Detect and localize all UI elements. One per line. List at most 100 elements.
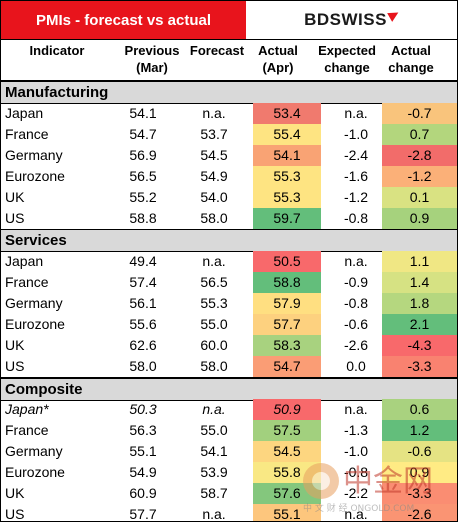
cell-change: 0.1 [382, 187, 457, 208]
col-expected-sub: change [324, 60, 370, 75]
cell-indicator: US [5, 506, 25, 522]
section-title: Manufacturing [5, 84, 109, 101]
cell-expected: -1.6 [343, 168, 369, 184]
header-banner: PMIs - forecast vs actual BDSWISS [1, 1, 457, 39]
cell-previous: 58.8 [129, 210, 157, 226]
cell-change: 1.8 [382, 293, 457, 314]
cell-forecast: n.a. [202, 253, 226, 269]
cell-expected: -1.0 [343, 443, 369, 459]
cell-forecast: 54.9 [200, 168, 228, 184]
col-actual: Actual (Apr) [249, 42, 307, 76]
table-row: US 57.7 n.a. 55.1 n.a. -2.6 [1, 504, 457, 522]
table-row: Japan 49.4 n.a. 50.5 n.a. 1.1 [1, 251, 457, 272]
col-previous-label: Previous [124, 43, 180, 58]
brand-logo: BDSWISS [246, 1, 457, 39]
cell-indicator: Germany [5, 295, 63, 311]
cell-indicator: France [5, 274, 49, 290]
cell-forecast: n.a. [202, 401, 226, 417]
cell-indicator: France [5, 126, 49, 142]
cell-change: 0.7 [382, 124, 457, 145]
table-row: Germany 56.9 54.5 54.1 -2.4 -2.8 [1, 145, 457, 166]
col-actual-sub: (Apr) [262, 60, 294, 75]
table-row: Eurozone 56.5 54.9 55.3 -1.6 -1.2 [1, 166, 457, 187]
cell-actual: 55.3 [253, 166, 321, 187]
cell-actual: 55.1 [253, 504, 321, 521]
cell-actual: 59.7 [253, 208, 321, 229]
cell-indicator: UK [5, 189, 25, 205]
cell-expected: 0.0 [346, 358, 366, 374]
table-row: Eurozone 54.9 53.9 55.8 -0.8 0.9 [1, 462, 457, 483]
table-row: Japan 54.1 n.a. 53.4 n.a. -0.7 [1, 103, 457, 124]
col-forecast: Forecast [184, 42, 250, 59]
cell-expected: -1.2 [343, 189, 369, 205]
cell-actual: 57.5 [253, 420, 321, 441]
cell-expected: n.a. [344, 253, 368, 269]
col-expected: Expected change [311, 42, 383, 76]
cell-indicator: US [5, 210, 25, 226]
table-row: Germany 55.1 54.1 54.5 -1.0 -0.6 [1, 441, 457, 462]
table-row: France 54.7 53.7 55.4 -1.0 0.7 [1, 124, 457, 145]
cell-actual: 54.5 [253, 441, 321, 462]
table-title: PMIs - forecast vs actual [1, 1, 246, 39]
col-actual-label: Actual [258, 43, 298, 58]
logo-arrow-icon [387, 8, 401, 22]
col-indicator: Indicator [5, 42, 109, 59]
cell-actual: 58.8 [253, 272, 321, 293]
cell-previous: 57.4 [129, 274, 157, 290]
section-title: Services [5, 232, 67, 249]
cell-actual: 58.3 [253, 335, 321, 356]
table-row: UK 62.6 60.0 58.3 -2.6 -4.3 [1, 335, 457, 356]
cell-expected: -2.6 [343, 337, 369, 353]
cell-change: 1.4 [382, 272, 457, 293]
cell-expected: n.a. [344, 401, 368, 417]
cell-previous: 54.1 [129, 105, 157, 121]
cell-actual: 55.3 [253, 187, 321, 208]
col-expected-label: Expected [318, 43, 376, 58]
col-previous-sub: (Mar) [136, 60, 168, 75]
cell-expected: -2.2 [343, 485, 369, 501]
cell-actual: 50.9 [253, 399, 321, 420]
cell-forecast: 53.7 [200, 126, 228, 142]
cell-expected: -0.8 [343, 295, 369, 311]
col-actual-change-sub: change [388, 60, 434, 75]
col-actual-change: Actual change [379, 42, 443, 76]
cell-forecast: 55.3 [200, 295, 228, 311]
cell-change: -0.6 [382, 441, 457, 462]
cell-actual: 55.4 [253, 124, 321, 145]
col-actual-change-label: Actual [391, 43, 431, 58]
cell-change: 2.1 [382, 314, 457, 335]
cell-actual: 57.6 [253, 483, 321, 504]
cell-actual: 57.7 [253, 314, 321, 335]
cell-actual: 57.9 [253, 293, 321, 314]
cell-expected: -0.9 [343, 274, 369, 290]
cell-expected: n.a. [344, 506, 368, 522]
cell-previous: 57.7 [129, 506, 157, 522]
cell-expected: -2.4 [343, 147, 369, 163]
cell-previous: 50.3 [129, 401, 157, 417]
cell-indicator: Germany [5, 147, 63, 163]
cell-previous: 62.6 [129, 337, 157, 353]
cell-change: 0.9 [382, 208, 457, 229]
cell-expected: -1.3 [343, 422, 369, 438]
cell-forecast: 54.1 [200, 443, 228, 459]
section-header: Composite [1, 377, 457, 401]
cell-indicator: Germany [5, 443, 63, 459]
section-header: Services [1, 229, 457, 252]
table-row: Eurozone 55.6 55.0 57.7 -0.6 2.1 [1, 314, 457, 335]
table-row: France 56.3 55.0 57.5 -1.3 1.2 [1, 420, 457, 441]
cell-change: -0.7 [382, 103, 457, 124]
cell-indicator: US [5, 358, 25, 374]
cell-actual: 50.5 [253, 251, 321, 272]
cell-indicator: Japan [5, 253, 44, 269]
cell-actual: 55.8 [253, 462, 321, 483]
table-row: Japan* 50.3 n.a. 50.9 n.a. 0.6 [1, 399, 457, 420]
cell-previous: 55.2 [129, 189, 157, 205]
cell-expected: -0.6 [343, 316, 369, 332]
cell-forecast: 58.7 [200, 485, 228, 501]
col-previous: Previous (Mar) [116, 42, 188, 76]
cell-expected: -0.8 [343, 210, 369, 226]
cell-previous: 56.1 [129, 295, 157, 311]
section-title: Composite [5, 381, 83, 398]
cell-forecast: 60.0 [200, 337, 228, 353]
